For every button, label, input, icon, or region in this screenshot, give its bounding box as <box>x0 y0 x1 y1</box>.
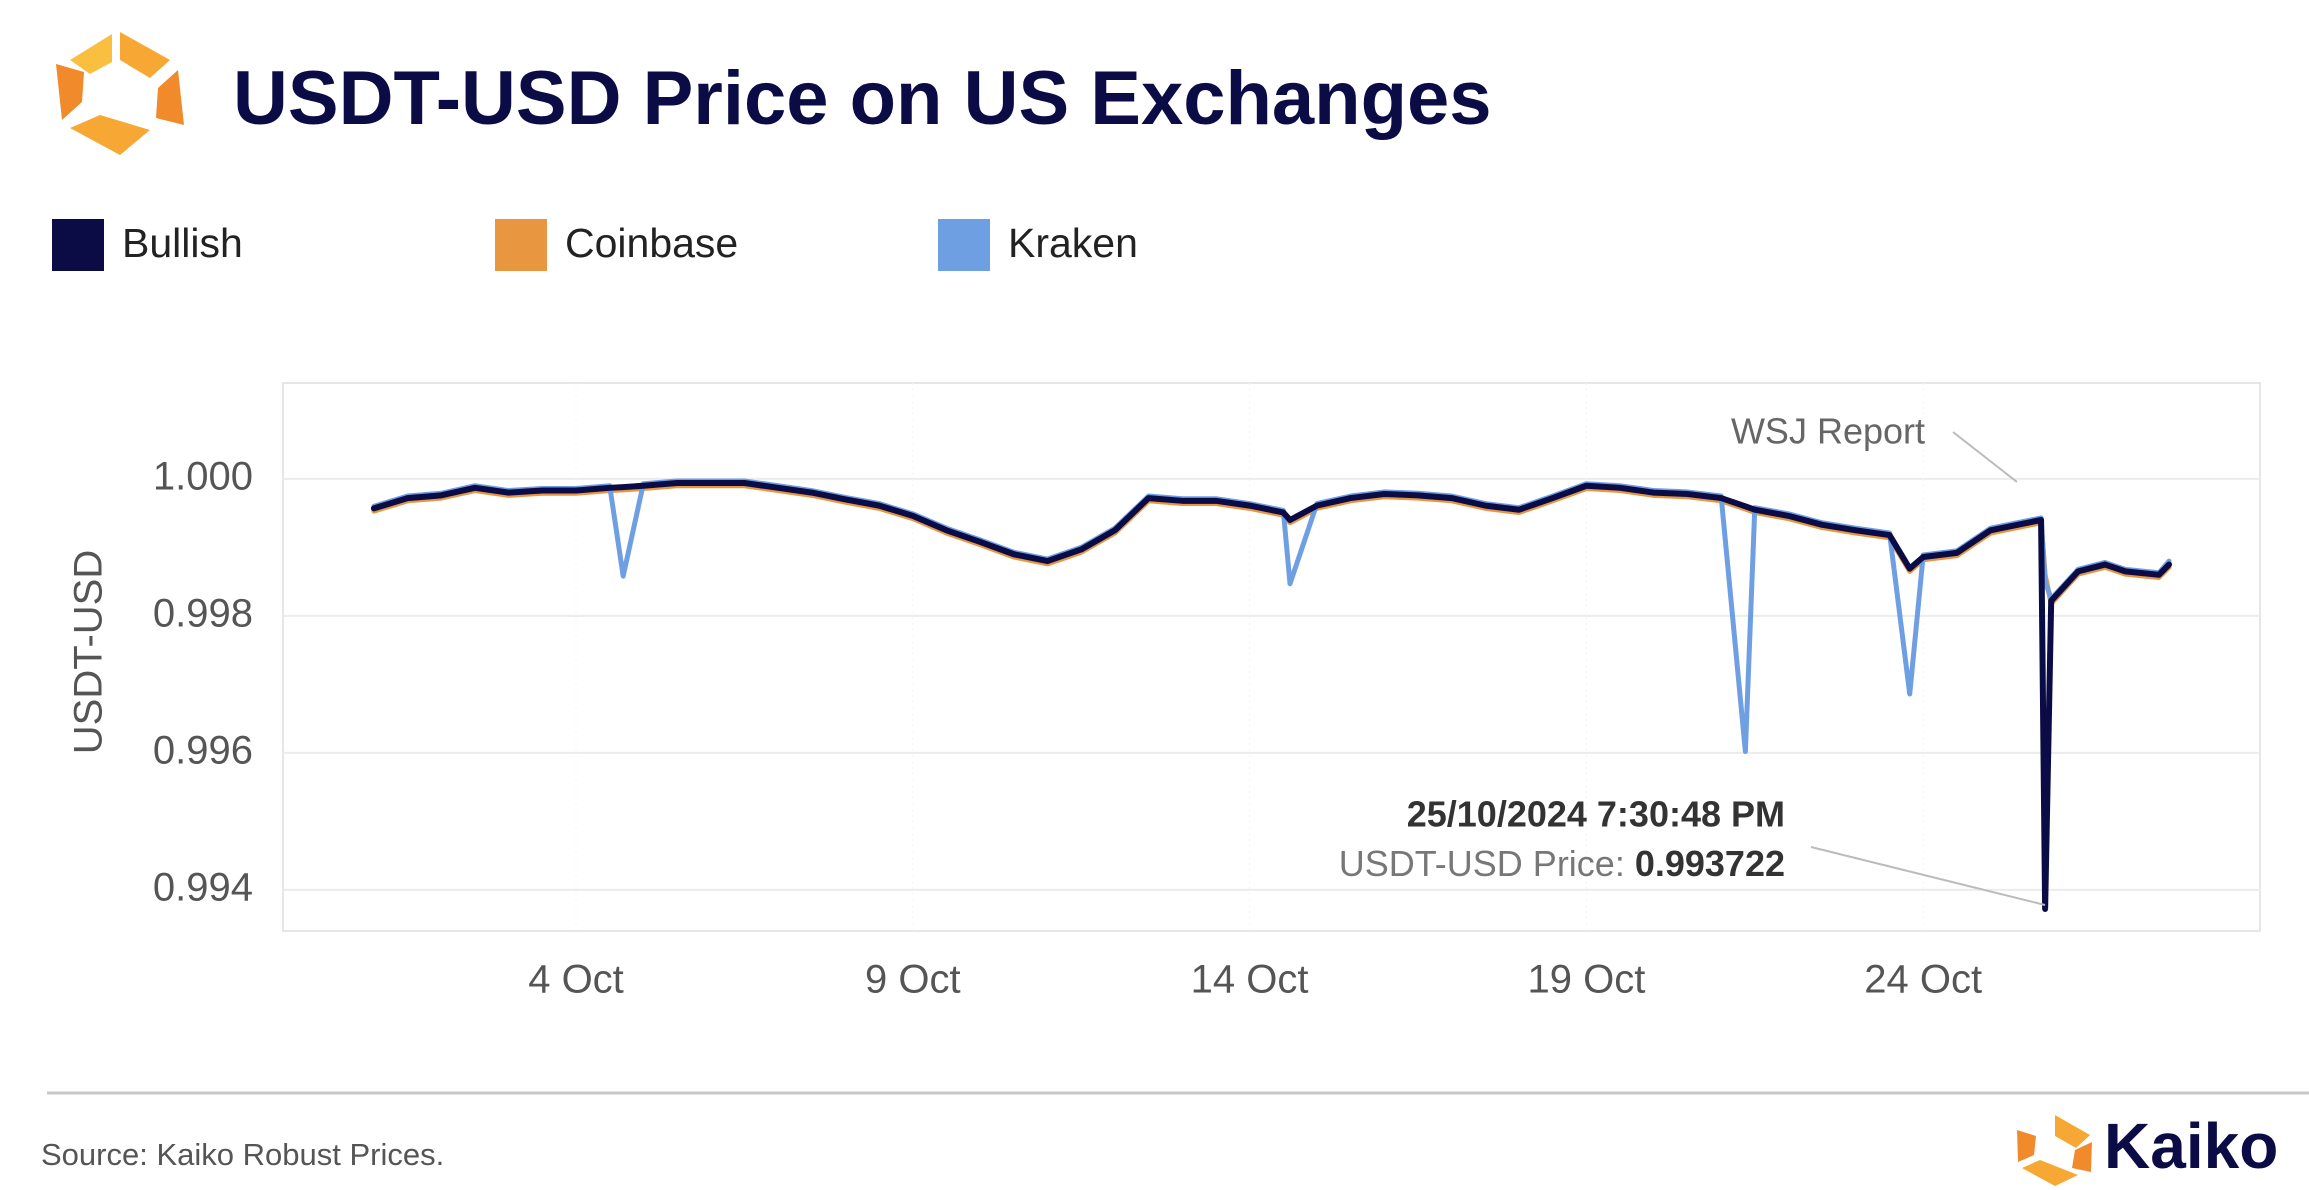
legend-swatch <box>495 219 547 271</box>
logo-part <box>70 115 150 155</box>
logo-part <box>56 64 84 120</box>
y-tick-label: 1.000 <box>153 454 253 498</box>
tooltip-date: 25/10/2024 7:30:48 PM <box>1407 794 1785 835</box>
source-note: Source: Kaiko Robust Prices. <box>41 1137 444 1172</box>
legend-swatch <box>938 219 990 271</box>
legend-label: Kraken <box>1008 220 1138 266</box>
y-tick-label: 0.998 <box>153 591 253 635</box>
x-tick-label: 19 Oct <box>1527 958 1645 1002</box>
series-line <box>371 483 2172 607</box>
logo-part <box>70 34 112 74</box>
brand-icon <box>2017 1115 2092 1186</box>
x-tick-label: 14 Oct <box>1191 958 1309 1002</box>
tooltip-price: USDT-USD Price: 0.993722 <box>1339 843 1785 884</box>
x-tick-label: 24 Oct <box>1864 958 1982 1002</box>
annotation-leader <box>1952 431 2018 483</box>
plot-frame <box>282 382 2261 932</box>
grid <box>283 383 2260 931</box>
logo-part <box>2017 1130 2036 1162</box>
x-tick-label: 4 Oct <box>528 958 624 1002</box>
chart-title: USDT-USD Price on US Exchanges <box>233 56 1492 141</box>
legend-label: Coinbase <box>565 220 738 266</box>
tooltip-leader <box>1810 846 2046 906</box>
annotation: WSJ Report <box>1731 411 1925 452</box>
legend-swatch <box>52 219 104 271</box>
y-axis-label: USDT-USD <box>67 550 111 754</box>
legend: Bullish Coinbase Kraken <box>52 219 1138 271</box>
y-tick-label: 0.996 <box>153 728 253 772</box>
x-tick-label: 9 Oct <box>865 958 961 1002</box>
y-tick-label: 0.994 <box>153 865 253 909</box>
series-line <box>370 480 2173 912</box>
tooltip-label: USDT-USD Price: <box>1339 843 1625 884</box>
logo-icon <box>56 32 184 155</box>
logo-part <box>120 32 170 78</box>
logo-part <box>2022 1160 2078 1186</box>
logo-part <box>156 70 184 125</box>
lines <box>370 478 2173 912</box>
logo-part <box>2055 1115 2090 1148</box>
logo-part <box>2072 1142 2092 1172</box>
brand-name: Kaiko <box>2104 1110 2278 1182</box>
tooltip-value: 0.993722 <box>1635 843 1785 884</box>
legend-label: Bullish <box>122 220 243 266</box>
